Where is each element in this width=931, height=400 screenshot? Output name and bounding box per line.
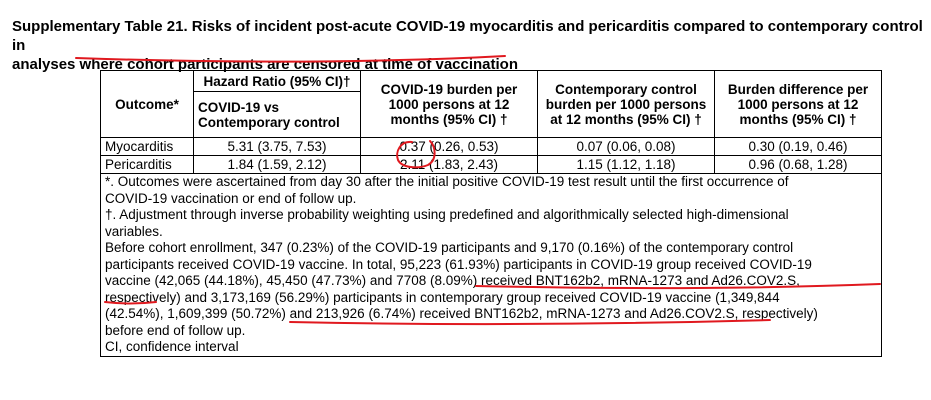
results-table: Outcome* Hazard Ratio (95% CI)† COVID-19… [100, 70, 882, 357]
cell-control-burden: 0.07 (0.06, 0.08) [537, 137, 715, 156]
title-line-1: Supplementary Table 21. Risks of inciden… [12, 18, 923, 54]
header-hazard-ratio-subtitle: COVID-19 vs Contemporary control [193, 91, 361, 138]
cell-covid-burden: 0.37 (0.26, 0.53) [360, 137, 538, 156]
cell-outcome: Pericarditis [100, 155, 194, 174]
footnote-line: participants received COVID-19 vaccine. … [105, 256, 812, 272]
footnote-line: COVID-19 vaccination or end of follow up… [105, 190, 357, 206]
header-outcome: Outcome* [100, 70, 194, 138]
cell-control-burden: 1.15 (1.12, 1.18) [537, 155, 715, 174]
footnote-line: vaccine (42,065 (44.18%), 45,450 (47.73%… [105, 273, 800, 288]
table-row: Pericarditis 1.84 (1.59, 2.12) 2.11 (1.8… [100, 155, 882, 174]
footnote-line: respectively) and 3,173,169 (56.29%) par… [105, 289, 780, 305]
footnote-line: CI, confidence interval [105, 339, 239, 354]
footnote-line: †. Adjustment through inverse probabilit… [105, 207, 789, 222]
cell-hazard-ratio: 1.84 (1.59, 2.12) [193, 155, 361, 174]
footnote-line: Before cohort enrollment, 347 (0.23%) of… [105, 240, 794, 255]
header-hazard-ratio: Hazard Ratio (95% CI)† [193, 70, 361, 92]
footnote-line: (42.54%), 1,609,399 (50.72%) and 213,926… [105, 306, 818, 321]
footnote-line: variables. [105, 223, 163, 239]
cell-burden-difference: 0.96 (0.68, 1.28) [714, 155, 882, 174]
footnote-line: before end of follow up. [105, 322, 246, 338]
cell-burden-difference: 0.30 (0.19, 0.46) [714, 137, 882, 156]
table-footnotes: *. Outcomes were ascertained from day 30… [100, 173, 882, 357]
table-row: Myocarditis 5.31 (3.75, 7.53) 0.37 (0.26… [100, 137, 882, 156]
table-title: Supplementary Table 21. Risks of inciden… [12, 17, 927, 74]
cell-outcome: Myocarditis [100, 137, 194, 156]
footnote-line: *. Outcomes were ascertained from day 30… [105, 174, 789, 189]
header-control-burden: Contemporary control burden per 1000 per… [537, 70, 715, 138]
cell-hazard-ratio: 5.31 (3.75, 7.53) [193, 137, 361, 156]
header-burden-difference: Burden difference per 1000 persons at 12… [714, 70, 882, 138]
cell-covid-burden: 2.11 (1.83, 2.43) [360, 155, 538, 174]
header-covid-burden: COVID-19 burden per 1000 persons at 12 m… [360, 70, 538, 138]
